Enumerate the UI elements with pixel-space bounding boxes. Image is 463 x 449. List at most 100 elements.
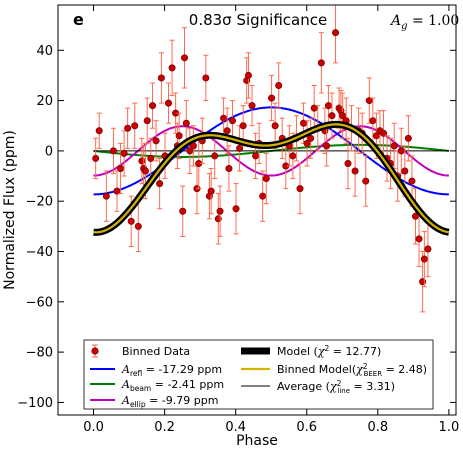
data-marker — [289, 152, 297, 160]
data-point — [179, 185, 187, 237]
data-marker — [369, 117, 377, 125]
data-marker — [109, 147, 117, 155]
data-point — [207, 167, 215, 215]
data-marker — [152, 137, 160, 145]
data-point — [124, 107, 132, 149]
data-marker — [415, 235, 423, 243]
data-marker — [202, 74, 210, 82]
data-marker — [120, 149, 128, 157]
data-point — [131, 102, 139, 149]
data-marker — [175, 132, 183, 140]
data-point — [216, 185, 224, 237]
data-point — [310, 84, 318, 132]
data-point — [303, 120, 311, 167]
data-marker — [351, 167, 359, 175]
legend-entry-model: Model (χ2 = 12.77) — [241, 344, 381, 358]
binned-model-curve — [93, 123, 450, 234]
data-point — [278, 117, 286, 159]
data-point — [420, 230, 428, 288]
data-point — [102, 170, 110, 222]
data-point — [149, 82, 157, 129]
data-point — [95, 112, 103, 149]
x-tick-label: 0.8 — [367, 420, 388, 435]
data-point — [109, 127, 117, 175]
legend-entry-beam: Abeam = -2.41 ppm — [90, 378, 224, 393]
ag-text: Ag = 1.00 — [389, 13, 459, 32]
x-axis-label: Phase — [236, 433, 278, 449]
data-point — [285, 125, 293, 167]
data-point — [117, 142, 125, 195]
y-tick-label: 40 — [36, 44, 53, 59]
chart-title: 0.83σ Significance — [189, 11, 327, 29]
data-point — [157, 52, 165, 104]
data-point — [307, 117, 315, 159]
legend-entry-binned-data: Binned Data — [91, 344, 190, 358]
data-marker — [211, 152, 219, 160]
data-marker — [259, 192, 267, 200]
data-marker — [401, 167, 409, 175]
data-marker — [244, 71, 252, 79]
data-marker — [271, 122, 279, 130]
data-point — [351, 145, 359, 197]
data-point — [189, 125, 197, 167]
data-point — [202, 54, 210, 102]
data-marker — [328, 112, 336, 120]
data-marker — [149, 102, 157, 110]
data-marker — [220, 114, 228, 122]
x-tick-label: 0.0 — [83, 420, 104, 435]
data-point — [152, 120, 160, 162]
data-marker — [232, 205, 240, 213]
data-point — [271, 102, 279, 149]
data-marker — [182, 119, 190, 127]
data-marker — [127, 217, 135, 225]
legend-entry-ellip: Aellip = -9.79 ppm — [90, 394, 218, 409]
data-marker — [262, 175, 270, 183]
data-marker — [124, 124, 132, 132]
data-marker — [102, 192, 110, 200]
data-marker — [134, 222, 142, 230]
data-marker — [165, 99, 173, 107]
data-marker — [156, 180, 164, 188]
y-axis-label: Normalized Flux (ppm) — [2, 130, 18, 290]
data-marker — [239, 122, 247, 130]
data-point — [282, 142, 290, 190]
data-point — [332, 5, 340, 64]
data-marker — [157, 74, 165, 82]
data-point — [262, 152, 270, 205]
x-tick-label: 0.6 — [296, 420, 317, 435]
data-point — [415, 210, 423, 268]
data-point — [165, 82, 173, 124]
data-marker — [117, 164, 125, 172]
legend-label-model: Model (χ2 = 12.77) — [277, 344, 381, 358]
data-marker — [424, 245, 432, 253]
x-tick-label: 1.0 — [439, 420, 460, 435]
data-point — [328, 92, 336, 139]
data-marker — [332, 29, 340, 37]
y-tick-label: −80 — [26, 346, 53, 361]
y-tick-label: −100 — [17, 396, 53, 411]
data-point — [342, 97, 350, 144]
data-point — [397, 127, 405, 175]
data-point — [248, 84, 256, 127]
legend-label-beam: Abeam = -2.41 ppm — [121, 378, 224, 393]
data-marker — [324, 102, 332, 110]
y-tick-label: −40 — [26, 245, 53, 260]
data-marker — [223, 127, 231, 135]
data-marker — [236, 144, 244, 152]
data-marker — [380, 129, 388, 137]
y-tick-label: 0 — [45, 144, 53, 159]
data-marker — [225, 164, 233, 172]
legend-label-refl: Arefl = -17.29 ppm — [121, 363, 222, 378]
data-point — [275, 62, 283, 109]
data-marker — [248, 102, 256, 110]
data-point — [344, 137, 352, 190]
data-point — [362, 155, 370, 207]
legend-entry-binned-model: Binned Model(χ2 BEER = 2.48) — [241, 362, 427, 378]
data-point — [339, 92, 347, 139]
data-marker — [92, 154, 100, 162]
y-axis: −100 −80 −60 −40 −20 0 20 40 — [17, 44, 456, 411]
y-tick-label: 20 — [36, 94, 53, 109]
data-point — [317, 32, 325, 94]
data-point — [404, 115, 412, 162]
